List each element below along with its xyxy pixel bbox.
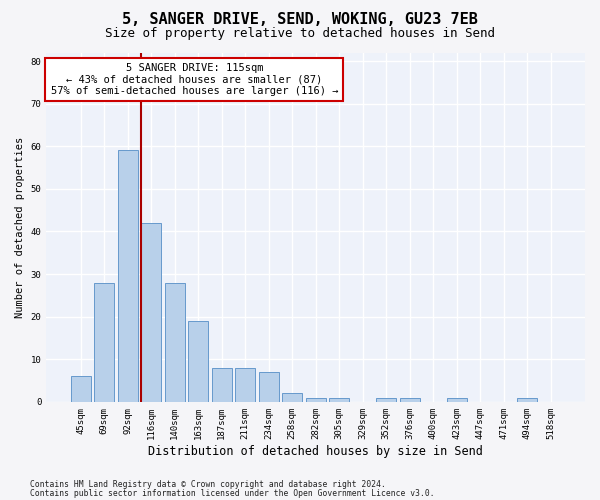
Bar xyxy=(400,398,419,402)
Bar xyxy=(282,394,302,402)
Text: Size of property relative to detached houses in Send: Size of property relative to detached ho… xyxy=(105,28,495,40)
Bar xyxy=(188,321,208,402)
Bar xyxy=(94,282,114,402)
Bar xyxy=(141,223,161,402)
Bar xyxy=(305,398,326,402)
Y-axis label: Number of detached properties: Number of detached properties xyxy=(15,136,25,318)
Text: Contains HM Land Registry data © Crown copyright and database right 2024.: Contains HM Land Registry data © Crown c… xyxy=(30,480,386,489)
Bar xyxy=(517,398,537,402)
Text: Contains public sector information licensed under the Open Government Licence v3: Contains public sector information licen… xyxy=(30,489,434,498)
Bar xyxy=(259,372,278,402)
Bar xyxy=(71,376,91,402)
Bar xyxy=(376,398,396,402)
Bar xyxy=(446,398,467,402)
Text: 5 SANGER DRIVE: 115sqm
← 43% of detached houses are smaller (87)
57% of semi-det: 5 SANGER DRIVE: 115sqm ← 43% of detached… xyxy=(50,63,338,96)
Bar xyxy=(329,398,349,402)
Bar xyxy=(212,368,232,402)
Bar xyxy=(118,150,137,402)
Bar xyxy=(235,368,255,402)
Text: 5, SANGER DRIVE, SEND, WOKING, GU23 7EB: 5, SANGER DRIVE, SEND, WOKING, GU23 7EB xyxy=(122,12,478,28)
X-axis label: Distribution of detached houses by size in Send: Distribution of detached houses by size … xyxy=(148,444,483,458)
Bar xyxy=(164,282,185,402)
